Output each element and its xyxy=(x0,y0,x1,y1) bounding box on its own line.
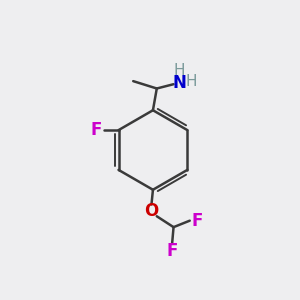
Text: F: F xyxy=(167,242,178,260)
Text: N: N xyxy=(173,74,187,92)
Text: H: H xyxy=(186,74,197,88)
Text: O: O xyxy=(144,202,159,220)
Text: F: F xyxy=(191,212,203,230)
Text: F: F xyxy=(91,121,102,139)
Text: H: H xyxy=(174,63,185,78)
